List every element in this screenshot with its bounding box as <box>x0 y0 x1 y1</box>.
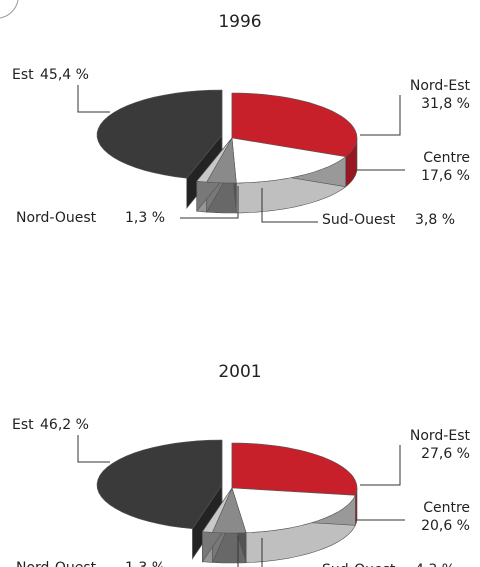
leader-line <box>261 538 263 567</box>
slice-value: 46,2 % <box>40 417 89 433</box>
slice-name: Nord-Ouest <box>16 560 97 567</box>
slice <box>96 89 223 179</box>
slice-name: Sud-Ouest <box>322 562 396 567</box>
slice <box>211 487 247 534</box>
slice-name: Sud-Ouest <box>322 212 396 228</box>
slice-value: 1,3 % <box>125 560 165 567</box>
slice <box>201 487 233 533</box>
slice-name: Est <box>12 417 34 433</box>
slice-name: Centre <box>423 150 470 166</box>
slice <box>96 439 223 530</box>
slice <box>231 442 358 496</box>
leader-line <box>180 186 239 219</box>
slice-name: Est <box>12 67 34 83</box>
slice-name: Nord-Est <box>410 78 471 94</box>
chart-title: 1996 <box>218 12 261 32</box>
slice <box>231 487 356 534</box>
corner-decoration <box>0 0 19 19</box>
leader-line <box>360 95 401 136</box>
slice-value: 27,6 % <box>421 446 470 462</box>
leader-line <box>360 445 401 486</box>
leader-line <box>237 536 239 567</box>
chart-title: 2001 <box>218 362 261 382</box>
leader-line <box>77 85 110 113</box>
slice-name: Centre <box>423 500 470 516</box>
slice-value: 3,8 % <box>415 212 455 228</box>
slice-value: 45,4 % <box>40 67 89 83</box>
leader-line <box>261 188 318 223</box>
slice-value: 17,6 % <box>421 168 470 184</box>
slice <box>231 137 347 184</box>
slice-value: 1,3 % <box>125 210 165 226</box>
leader-line <box>77 435 110 463</box>
slice <box>196 137 233 183</box>
slice <box>231 92 358 158</box>
slice <box>206 137 237 184</box>
slice-value: 20,6 % <box>421 518 470 534</box>
slice-name: Nord-Ouest <box>16 210 97 226</box>
slice-name: Nord-Est <box>410 428 471 444</box>
slice-value: 31,8 % <box>421 96 470 112</box>
slice-value: 4,3 % <box>415 562 455 567</box>
